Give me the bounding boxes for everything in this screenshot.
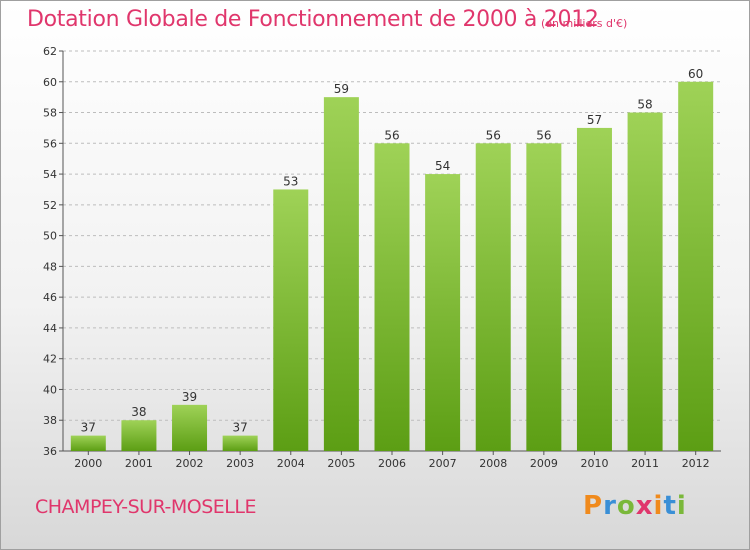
x-tick-label: 2009	[530, 457, 558, 470]
x-tick-label: 2012	[682, 457, 710, 470]
bar-2009	[526, 143, 562, 452]
logo-letter: r	[603, 491, 617, 521]
data-label: 56	[384, 128, 399, 142]
logo-letter: o	[616, 491, 636, 521]
data-label: 56	[486, 128, 501, 142]
x-tick-label: 2011	[631, 457, 659, 470]
data-label: 54	[435, 159, 450, 173]
proxiti-logo: Proxiti	[583, 491, 687, 521]
data-label: 60	[688, 67, 703, 81]
bar-2011	[627, 112, 663, 452]
y-tick-label: 48	[43, 260, 57, 273]
data-label: 37	[233, 421, 248, 435]
y-tick-label: 50	[43, 230, 57, 243]
x-tick-label: 2003	[226, 457, 254, 470]
data-label: 58	[637, 98, 652, 112]
bar-2010	[576, 127, 612, 451]
chart-unit: (en milliers d'€)	[541, 17, 628, 30]
x-tick-label: 2006	[378, 457, 406, 470]
logo-letter: t	[663, 491, 677, 521]
y-tick-label: 38	[43, 414, 57, 427]
y-tick-label: 62	[43, 45, 57, 58]
chart-title: Dotation Globale de Fonctionnement de 20…	[27, 7, 599, 32]
data-label: 39	[182, 390, 197, 404]
bar-2008	[475, 143, 511, 452]
y-tick-label: 40	[43, 383, 57, 396]
commune-name: CHAMPEY-SUR-MOSELLE	[35, 496, 256, 518]
y-tick-label: 44	[43, 322, 57, 335]
x-tick-label: 2010	[580, 457, 608, 470]
y-tick-label: 46	[43, 291, 57, 304]
bar-2006	[374, 143, 410, 452]
bar-2004	[273, 189, 309, 451]
bar-2001	[121, 420, 157, 451]
x-tick-label: 2002	[176, 457, 204, 470]
logo-letter: x	[635, 491, 654, 521]
data-labels: 37 38 39 37 53 59 56 54 56 56 57 58 60	[81, 67, 704, 435]
x-tick-label: 2004	[277, 457, 305, 470]
bar-2003	[222, 435, 258, 451]
y-tick-label: 42	[43, 353, 57, 366]
data-label: 53	[283, 174, 298, 188]
bar-2007	[425, 174, 461, 452]
logo-letter: i	[653, 491, 664, 521]
data-label: 38	[131, 405, 146, 419]
bar-2012	[678, 81, 714, 452]
y-tick-label: 36	[43, 445, 57, 458]
bar-2000	[70, 435, 106, 451]
y-tick-label: 56	[43, 137, 57, 150]
y-tick-label: 52	[43, 199, 57, 212]
x-tick-label: 2000	[74, 457, 102, 470]
data-label: 37	[81, 421, 96, 435]
x-tick-label: 2005	[327, 457, 355, 470]
data-label: 59	[334, 82, 349, 96]
x-tick-label: 2007	[429, 457, 457, 470]
bars	[70, 81, 714, 452]
data-label: 57	[587, 113, 602, 127]
x-tick-label: 2008	[479, 457, 507, 470]
data-label: 56	[536, 128, 551, 142]
y-tick-label: 60	[43, 76, 57, 89]
y-tick-label: 54	[43, 168, 57, 181]
logo-letter: P	[583, 491, 604, 521]
logo-letter: i	[676, 491, 687, 521]
axes: 36 38 40 42 44 46 48 50 52 54 56 58 60 62 2000 2001 2002…	[43, 45, 721, 470]
bar-2005	[323, 97, 359, 452]
x-tick-label: 2001	[125, 457, 153, 470]
bar-2002	[172, 404, 208, 451]
y-tick-label: 58	[43, 107, 57, 120]
